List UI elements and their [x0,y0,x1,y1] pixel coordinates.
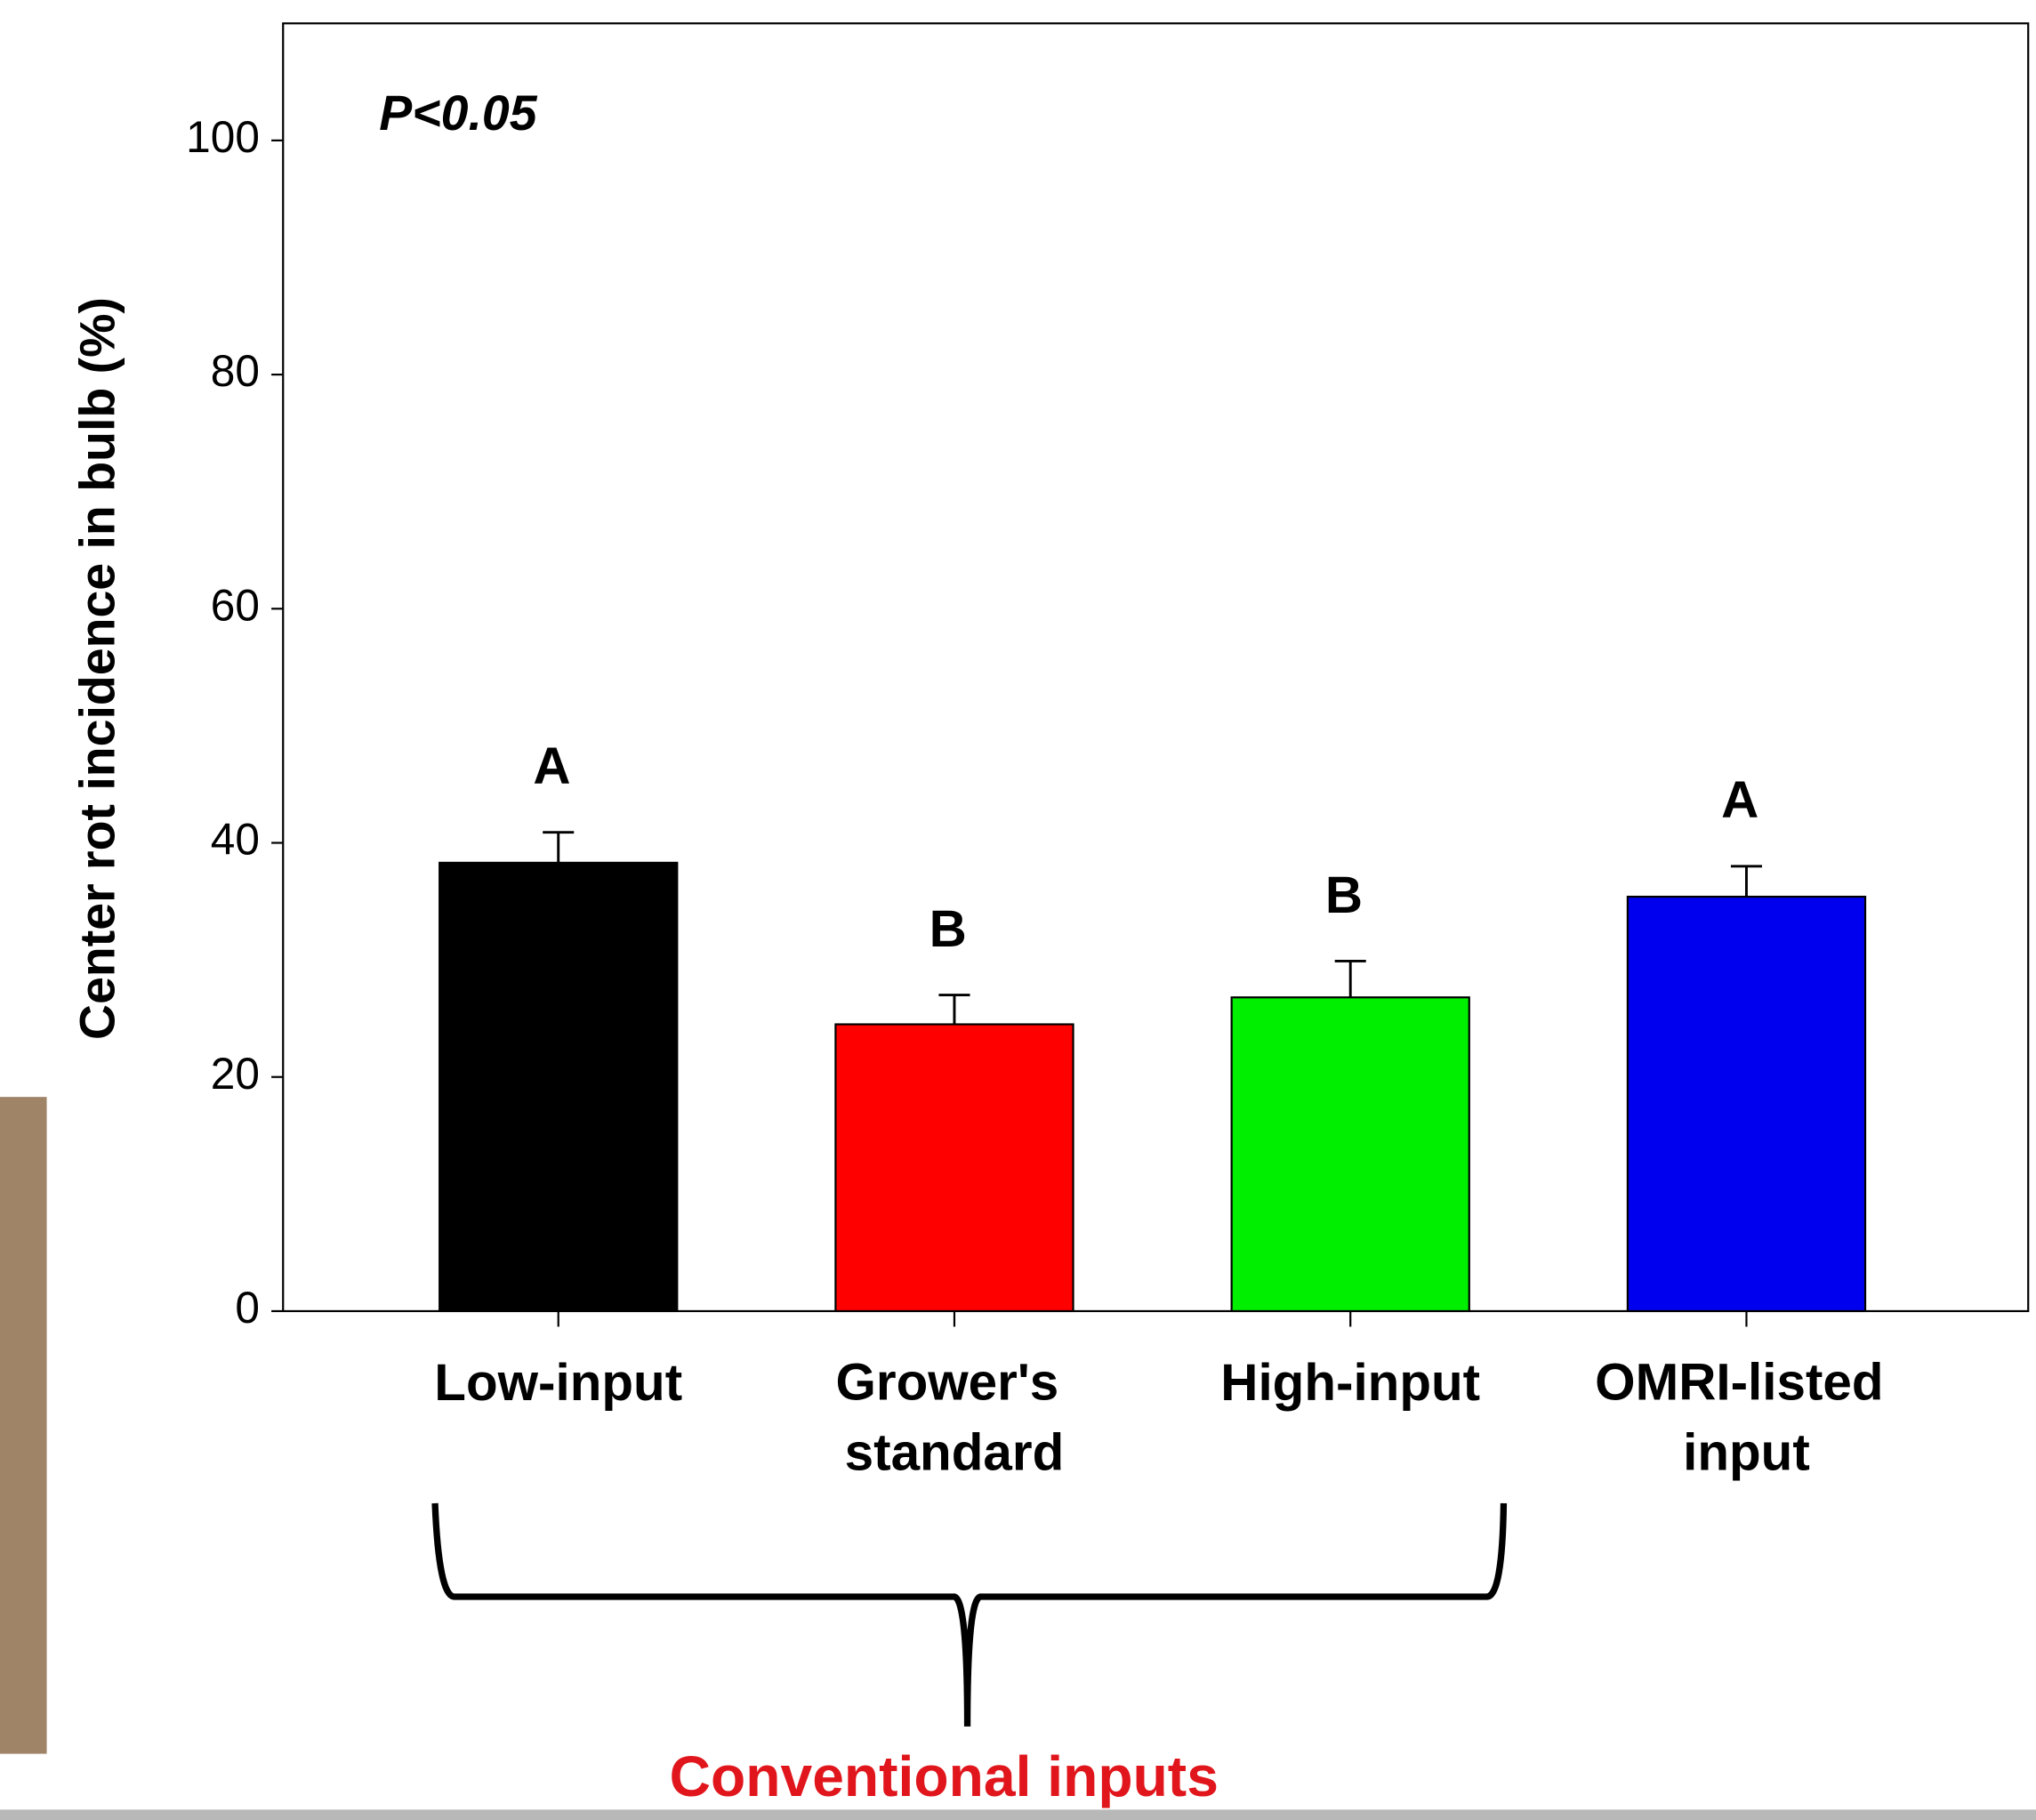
plot-frame [282,22,2030,1313]
bar [439,861,679,1313]
significance-letter: B [1325,866,1363,924]
y-tick-label: 0 [235,1283,260,1333]
bar [1626,895,1867,1313]
significance-letter: A [533,737,570,795]
group-bracket [431,1502,1508,1727]
bar [1230,996,1470,1313]
error-bar [543,831,575,863]
x-tick-label: OMRI-listed input [1595,1354,1898,1482]
significance-letter: A [1721,771,1758,829]
y-tick-label: 40 [211,815,260,865]
background-photo [0,1097,47,1754]
y-tick-label: 80 [211,346,260,396]
bottom-strip [0,1809,2036,1820]
y-tick-label: 20 [211,1049,260,1099]
annotation: P<0.05 [379,85,537,141]
x-tick-label: Grower's standard [835,1354,1073,1482]
group-label: Conventional inputs [670,1744,1219,1808]
x-tick-label: Low-input [434,1354,682,1412]
y-axis-label: Center rot incidence in bulb (%) [70,297,125,1040]
error-bar [1334,959,1366,998]
x-tick-label: High-input [1220,1354,1480,1412]
y-tick-label: 60 [211,580,260,630]
bar [834,1023,1074,1313]
significance-letter: B [929,900,967,958]
error-bar [938,994,970,1025]
error-bar [1730,865,1762,898]
y-tick-label: 100 [186,112,260,162]
